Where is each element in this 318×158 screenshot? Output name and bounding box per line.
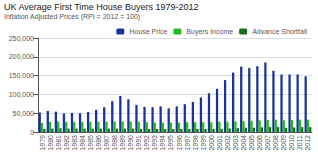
svg-text:1994: 1994 [159, 135, 166, 151]
svg-text:Buyers Income: Buyers Income [186, 28, 233, 36]
svg-text:2002: 2002 [224, 135, 231, 151]
svg-text:UK Average First Time House Bu: UK Average First Time House Buyers 1979-… [4, 2, 198, 12]
svg-text:2003: 2003 [232, 135, 239, 151]
svg-text:1995: 1995 [167, 135, 174, 151]
svg-text:Inflation Adjusted Prices (RPI: Inflation Adjusted Prices (RPI = 2012 = … [4, 13, 140, 21]
svg-text:1991: 1991 [135, 135, 142, 151]
svg-text:1997: 1997 [184, 135, 191, 151]
svg-text:150,000: 150,000 [9, 72, 34, 79]
svg-text:2012: 2012 [304, 135, 311, 151]
svg-text:2010: 2010 [288, 135, 295, 151]
svg-text:1993: 1993 [151, 135, 158, 151]
svg-text:2001: 2001 [216, 135, 223, 151]
svg-text:1980: 1980 [47, 135, 54, 151]
svg-text:1987: 1987 [103, 135, 110, 151]
svg-text:1986: 1986 [95, 135, 102, 151]
svg-text:1984: 1984 [79, 135, 86, 151]
svg-text:2007: 2007 [264, 135, 271, 151]
svg-text:1998: 1998 [192, 135, 199, 151]
svg-text:1979: 1979 [39, 135, 46, 151]
svg-text:1982: 1982 [63, 135, 70, 151]
svg-text:1981: 1981 [55, 135, 62, 151]
svg-text:1990: 1990 [127, 135, 134, 151]
svg-text:2005: 2005 [248, 135, 255, 151]
svg-text:1992: 1992 [143, 135, 150, 151]
svg-text:Advance Shortfall: Advance Shortfall [252, 28, 307, 35]
svg-text:1985: 1985 [87, 135, 94, 151]
svg-text:1989: 1989 [119, 135, 126, 151]
svg-text:1996: 1996 [176, 135, 183, 151]
svg-text:2011: 2011 [296, 135, 303, 150]
svg-text:2004: 2004 [240, 135, 247, 151]
svg-text:200,000: 200,000 [9, 53, 34, 60]
svg-text:2008: 2008 [272, 135, 279, 151]
svg-text:100,000: 100,000 [9, 91, 34, 98]
svg-text:50,000: 50,000 [13, 110, 35, 117]
svg-text:House Price: House Price [129, 28, 167, 35]
svg-text:1999: 1999 [200, 135, 207, 151]
svg-text:2009: 2009 [280, 135, 287, 151]
svg-text:0: 0 [30, 129, 34, 136]
svg-text:2006: 2006 [256, 135, 263, 151]
svg-text:1983: 1983 [71, 135, 78, 151]
svg-text:2000: 2000 [208, 135, 215, 151]
svg-text:250,000: 250,000 [9, 35, 34, 42]
svg-text:1988: 1988 [111, 135, 118, 151]
